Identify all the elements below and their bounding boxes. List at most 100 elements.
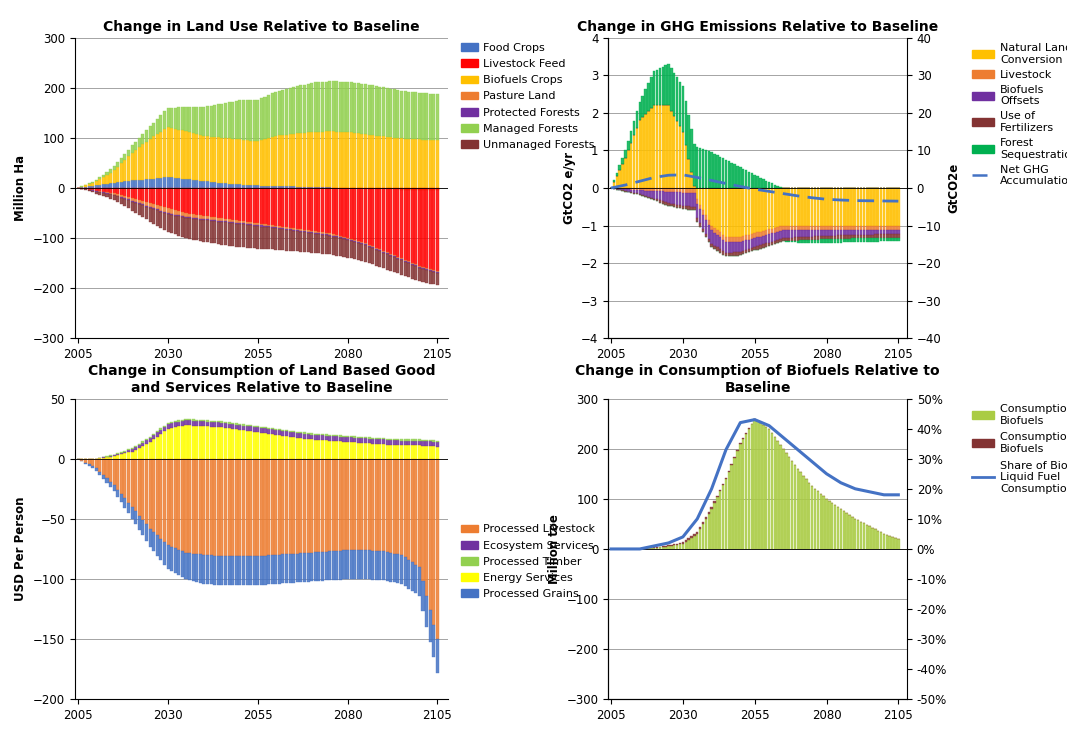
Bar <box>159 115 162 132</box>
Bar <box>156 437 159 459</box>
Bar <box>768 183 770 188</box>
Bar <box>694 186 696 188</box>
Bar <box>282 135 285 186</box>
Bar <box>343 132 346 188</box>
Bar <box>819 188 822 226</box>
Bar <box>177 129 180 178</box>
Bar <box>707 514 710 549</box>
Bar <box>379 459 381 551</box>
Bar <box>285 227 288 229</box>
Bar <box>435 442 439 447</box>
Bar <box>816 231 819 236</box>
Bar <box>711 244 713 247</box>
Bar <box>156 459 159 535</box>
Bar <box>353 442 356 459</box>
Bar <box>130 202 133 211</box>
Bar <box>343 435 346 437</box>
Bar <box>335 441 338 459</box>
Bar <box>148 459 152 529</box>
Bar <box>389 253 393 255</box>
Bar <box>429 140 432 190</box>
Bar <box>368 246 370 247</box>
Bar <box>834 235 837 239</box>
Bar <box>106 457 109 459</box>
Bar <box>256 141 259 186</box>
Bar <box>742 438 745 549</box>
Bar <box>389 440 393 444</box>
Bar <box>854 519 857 549</box>
Bar <box>116 194 120 196</box>
Bar <box>894 226 896 231</box>
Bar <box>375 135 378 189</box>
Bar <box>232 184 235 188</box>
Bar <box>153 439 155 459</box>
Bar <box>865 238 867 242</box>
Bar <box>185 132 188 179</box>
Bar <box>425 459 428 596</box>
Bar <box>134 447 138 450</box>
Bar <box>368 438 370 444</box>
Bar <box>306 433 309 434</box>
Bar <box>264 188 267 224</box>
Bar <box>282 229 285 250</box>
Bar <box>188 132 191 180</box>
Bar <box>396 90 399 138</box>
Bar <box>277 555 281 584</box>
Bar <box>799 226 802 231</box>
Bar <box>185 108 188 132</box>
Bar <box>421 267 425 268</box>
Bar <box>408 559 410 589</box>
Bar <box>159 206 162 211</box>
Bar <box>91 186 94 188</box>
Bar <box>425 268 428 270</box>
Bar <box>174 108 177 129</box>
Bar <box>134 459 138 511</box>
Bar <box>414 265 417 266</box>
Bar <box>389 444 393 459</box>
Bar <box>429 270 432 271</box>
Bar <box>860 235 862 238</box>
Bar <box>134 141 138 150</box>
Bar <box>825 239 828 243</box>
Bar <box>116 459 120 490</box>
Bar <box>762 188 765 231</box>
Bar <box>300 438 302 459</box>
Bar <box>837 235 840 239</box>
Bar <box>782 231 784 238</box>
Bar <box>343 188 346 237</box>
Bar <box>356 437 360 438</box>
Bar <box>670 546 672 549</box>
Bar <box>808 188 811 226</box>
Bar <box>736 166 738 188</box>
Bar <box>274 188 277 226</box>
Bar <box>762 231 765 236</box>
Bar <box>296 438 299 459</box>
Bar <box>109 194 112 199</box>
Bar <box>418 445 421 459</box>
Bar <box>435 459 439 639</box>
Bar <box>288 188 291 228</box>
Bar <box>213 182 217 188</box>
Bar <box>91 466 94 468</box>
Bar <box>825 499 828 549</box>
Bar <box>153 136 155 178</box>
Bar <box>192 180 194 188</box>
Bar <box>80 186 83 187</box>
Bar <box>782 449 784 549</box>
Bar <box>271 555 274 584</box>
Bar <box>124 196 127 198</box>
Bar <box>130 449 133 451</box>
Bar <box>242 459 245 556</box>
Bar <box>633 190 635 193</box>
Bar <box>124 459 127 498</box>
Bar <box>346 188 349 238</box>
Bar <box>113 195 115 200</box>
Bar <box>166 208 170 213</box>
Bar <box>145 179 148 188</box>
Bar <box>285 188 288 227</box>
Bar <box>267 188 270 225</box>
Bar <box>414 264 417 265</box>
Bar <box>217 421 220 423</box>
Bar <box>653 548 655 549</box>
Bar <box>690 538 692 549</box>
